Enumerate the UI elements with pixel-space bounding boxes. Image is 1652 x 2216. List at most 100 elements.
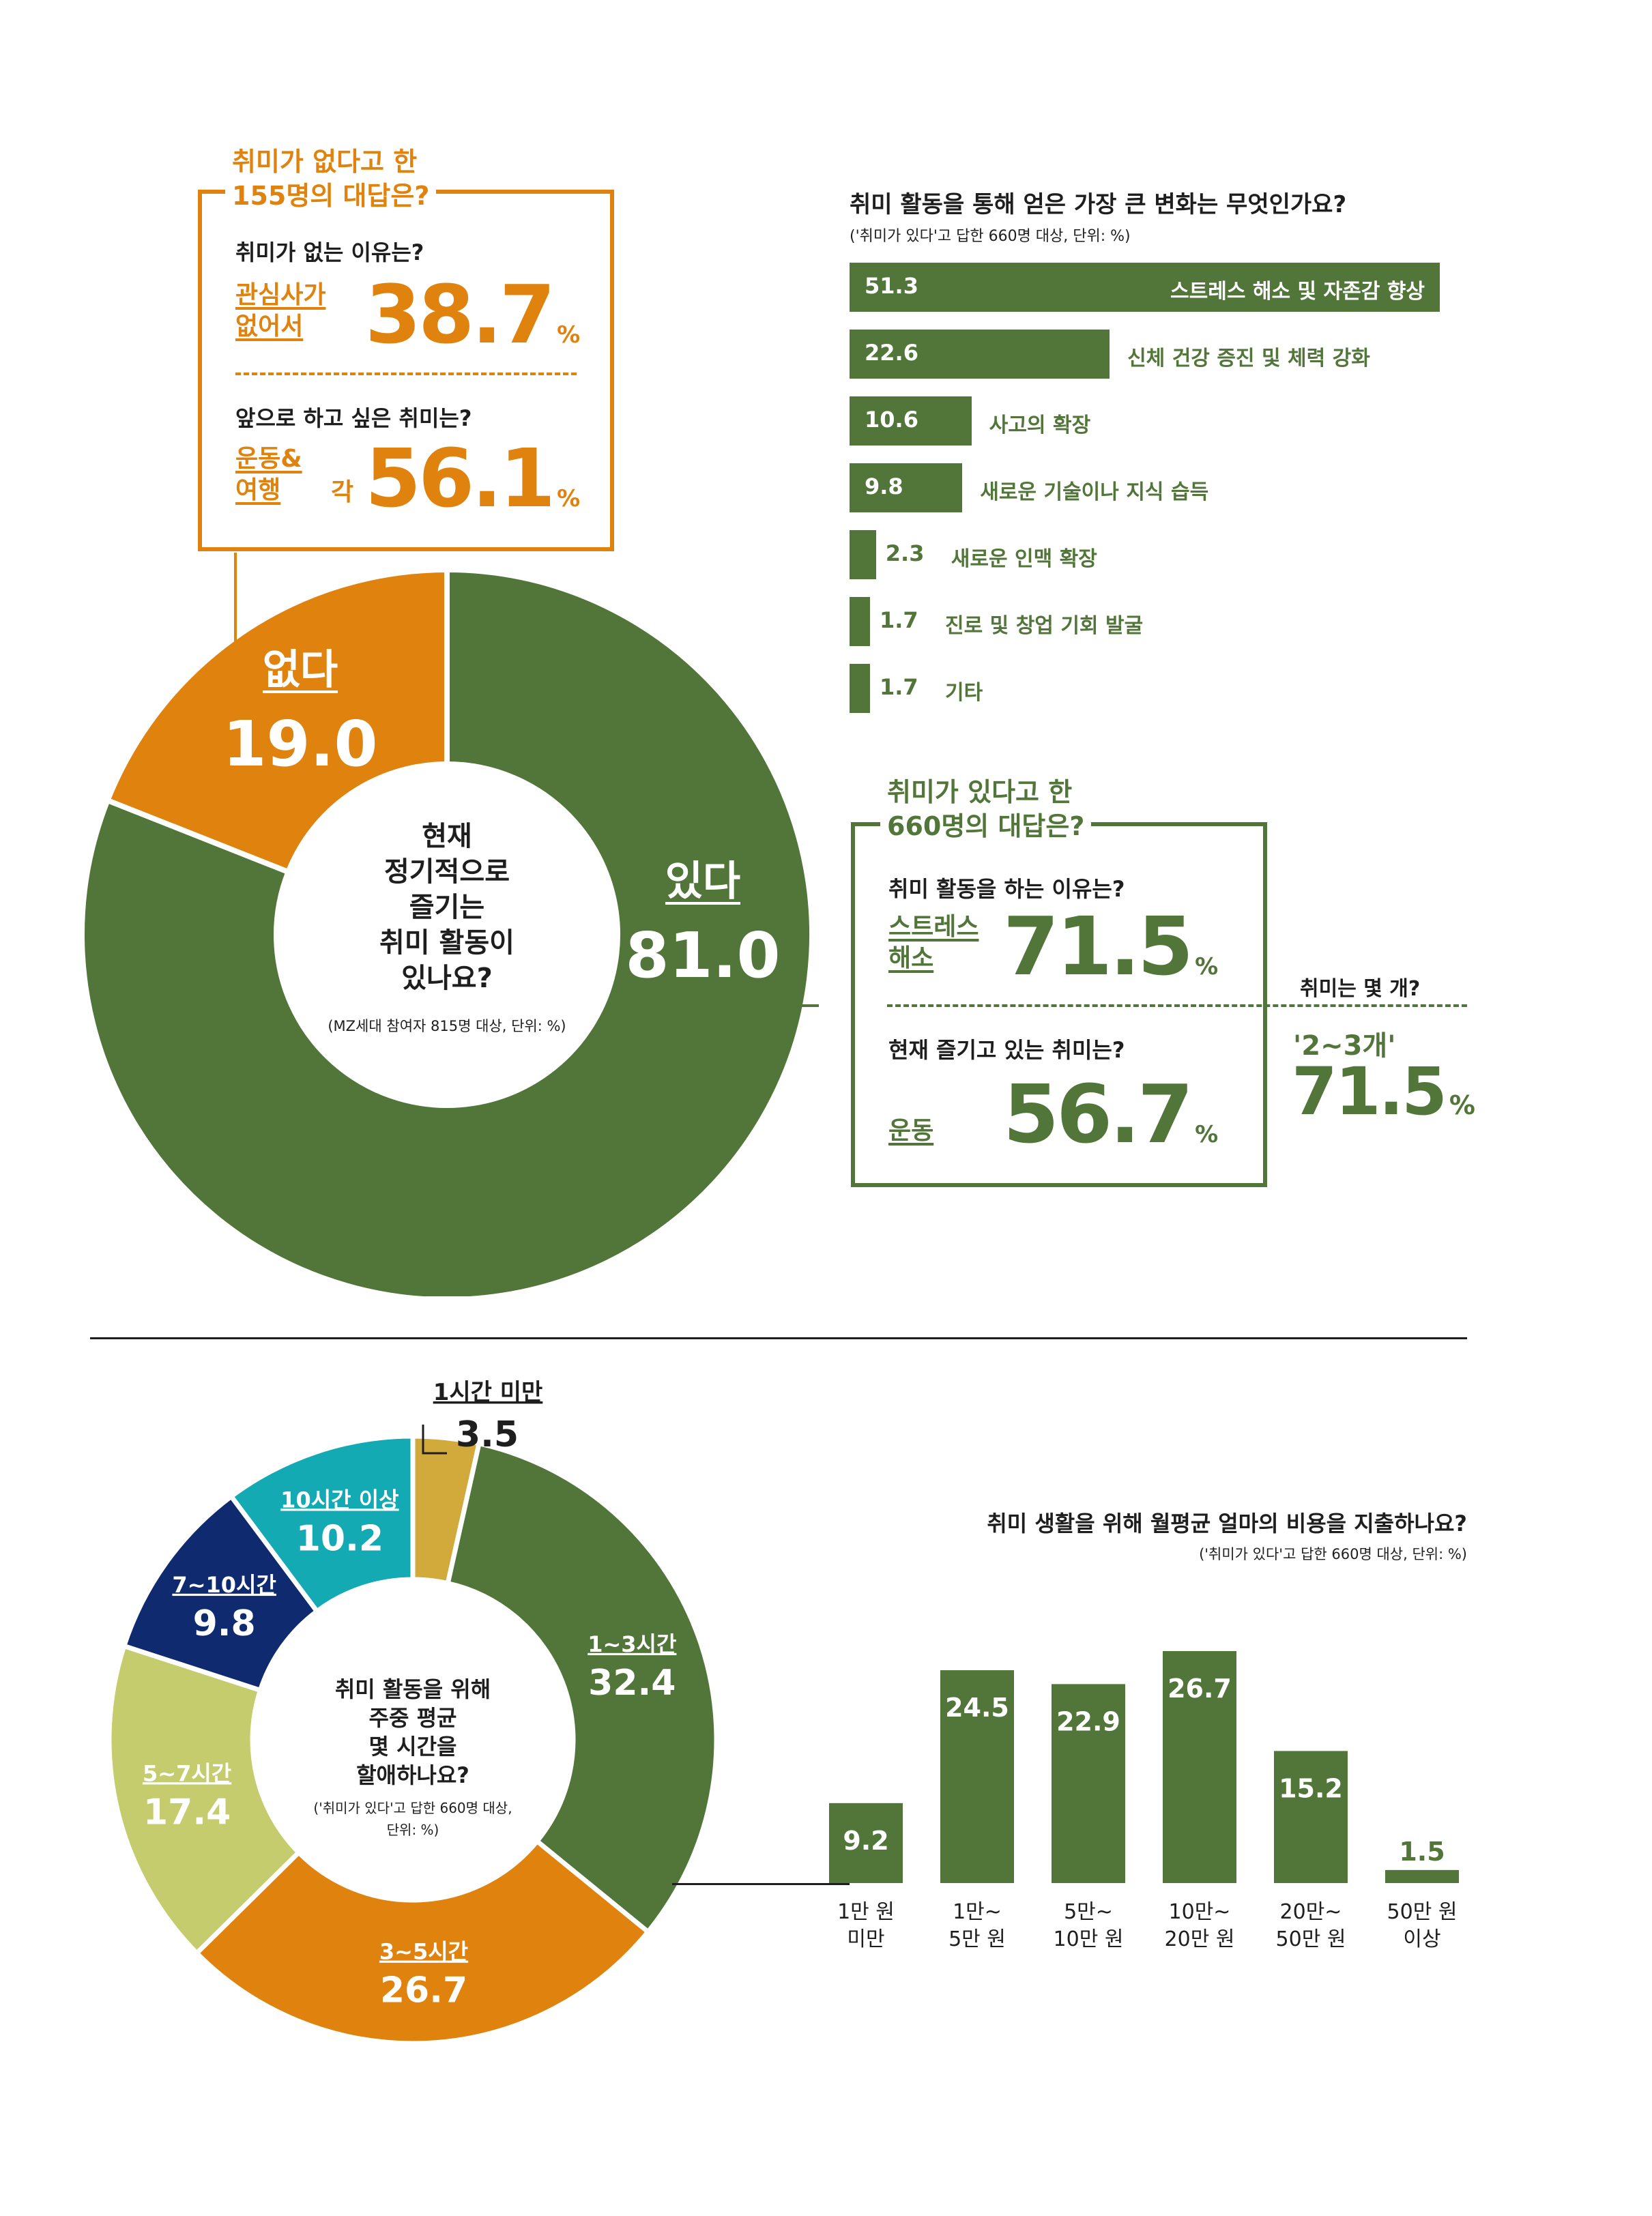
yes-hobby-a2-label: 운동 [888,1117,934,1145]
percent-sign: % [1195,953,1219,980]
no-hobby-title-line2: 155명의 대답은? [232,181,430,211]
section-divider [90,1337,1467,1339]
spend-category-label: 50만 원 [1387,1900,1458,1924]
note-line: ('취미가 있다'고 답한 660명 대상, [313,1800,512,1816]
spend-bar [1163,1651,1236,1883]
donut-no-label: 없다 [263,646,338,694]
hours-value: 32.4 [588,1663,676,1704]
yes-hobby-q2: 현재 즐기고 있는 취미는? [888,1037,1125,1063]
hours-value: 10.2 [296,1518,383,1559]
question-line: 즐기는 [409,892,485,923]
question-line: 주중 평균 [368,1705,457,1731]
a1-value-number: 38.7 [365,267,555,362]
question-line: 할애하나요? [356,1762,469,1788]
question-line: 정기적으로 [384,856,510,888]
spend-category-label: 20만 원 [1165,1927,1235,1951]
donut-slice-no [104,566,450,876]
spend-bar [940,1670,1014,1883]
spend-bar [829,1803,903,1883]
spend-bar-value: 9.2 [843,1826,888,1856]
spend-bar-value: 15.2 [1279,1773,1343,1803]
yes-hobby-q1: 취미 활동을 하는 이유는? [888,876,1125,902]
question-line: 취미 활동이 [379,927,515,959]
change-bar-label: 신체 건강 증진 및 체력 강화 [1127,347,1370,370]
percent-sign: % [1195,1121,1219,1148]
donut-no-value: 19.0 [223,708,378,781]
spend-category-label: 50만 원 [1276,1927,1346,1951]
change-bar-label: 새로운 인맥 확장 [951,547,1097,571]
no-hobby-box-title: 취미가 없다고 한 155명의 대답은? [225,145,437,213]
spend-category-label: 10만~ [1169,1900,1231,1924]
top-donut-chart: 없다 19.0 있다 81.0 [79,553,819,1296]
change-bar [850,263,1440,312]
question-line: 몇 시간을 [368,1734,457,1760]
hobby-count-answer: '2~3개' [1293,1030,1396,1062]
hours-donut-chart: 1시간 미만 3.5 1~3시간 32.4 3~5시간 26.7 5~7시간 17.4 7~10… [106,1379,719,2046]
change-bar [850,664,870,713]
change-bar-chart: 51.3 스트레스 해소 및 자존감 향상 22.6 신체 건강 증진 및 체력 강화… [850,263,1532,720]
hours-label: 10시간 이상 [280,1487,398,1513]
no-hobby-a1-value: 38.7% [365,267,580,362]
a2-label-line2: 여행 [235,476,281,504]
percent-sign: % [557,321,581,349]
spend-category-label: 이상 [1403,1927,1440,1951]
a1-label-line2: 없어서 [235,312,304,340]
hours-slice-3-5h [193,1837,652,2046]
spend-category-label: 5만 원 [948,1927,1006,1951]
no-hobby-title-line1: 취미가 없다고 한 [232,147,418,177]
hours-value: 9.8 [193,1603,256,1644]
change-bar-value: 2.3 [885,540,925,566]
no-hobby-a1-label: 관심사가 없어서 [235,280,325,342]
hours-value: 17.4 [143,1792,231,1833]
spend-bar-value: 24.5 [945,1693,1009,1723]
change-bar-value: 22.6 [865,340,918,366]
hours-slice-over-10h [228,1433,416,1615]
hours-label: 1시간 미만 [433,1379,543,1406]
a2-value-number: 56.7 [1003,1067,1193,1161]
change-bar-value: 10.6 [865,407,918,433]
donut-yes-label: 있다 [665,858,740,905]
spend-bar-value: 26.7 [1168,1674,1232,1704]
question-line: 있나요? [401,963,493,994]
hours-donut-question: 취미 활동을 위해 주중 평균 몇 시간을 할애하나요? [290,1675,536,1790]
change-bar [850,330,1110,379]
hobby-count-number: 71.5 [1292,1053,1447,1130]
a1-label-line1: 관심사가 [235,281,326,309]
a1-value-number: 71.5 [1003,899,1193,993]
top-donut-question: 현재 정기적으로 즐기는 취미 활동이 있나요? [297,819,597,996]
donut-slice-yes [79,566,815,1296]
hobby-count-question: 취미는 몇 개? [1300,977,1421,1001]
no-hobby-q1: 취미가 없는 이유는? [235,239,424,265]
hours-slice-1-3h [445,1440,719,1936]
change-bar [850,396,972,446]
spend-bar [1385,1869,1459,1883]
hours-donut-note: ('취미가 있다'고 답한 660명 대상, 단위: %) [280,1797,546,1841]
yes-hobby-a1-label: 스트레스 해소 [888,912,979,974]
a1-label-line2: 해소 [888,944,934,972]
change-bar-label: 새로운 기술이나 지식 습득 [980,480,1209,504]
change-bar-label: 진로 및 창업 기회 발굴 [945,614,1144,638]
change-chart-title: 취미 활동을 통해 얻은 가장 큰 변화는 무엇인가요? [850,191,1347,218]
change-bar-label: 사고의 확장 [989,413,1091,437]
change-bar [850,463,963,512]
callout-bracket [422,1425,447,1455]
change-chart-note: ('취미가 있다'고 답한 660명 대상, 단위: %) [850,228,1131,245]
change-bar [850,530,876,579]
change-bar-label: 스트레스 해소 및 자존감 향상 [1170,280,1425,304]
no-hobby-divider [235,373,577,375]
no-hobby-q2: 앞으로 하고 싶은 취미는? [235,405,472,431]
hours-connector-line [672,1883,850,1885]
hours-slice-5-7h [106,1643,302,1957]
yes-hobby-title-line2: 660명의 대답은? [887,811,1085,841]
hours-value: 26.7 [380,1970,467,2011]
change-bar-value: 1.7 [880,607,918,633]
yes-hobby-a2-value: 56.7% [1003,1067,1218,1161]
question-line: 취미 활동을 위해 [334,1676,491,1702]
yes-hobby-title-line1: 취미가 있다고 한 [887,777,1073,807]
donut-yes-value: 81.0 [626,919,781,992]
spend-category-label: 1만 원 [837,1900,895,1924]
percent-sign: % [557,485,581,512]
spend-category-label: 1만~ [953,1900,1002,1924]
spend-bar-value: 1.5 [1399,1837,1445,1867]
change-bar-label: 기타 [945,681,983,705]
